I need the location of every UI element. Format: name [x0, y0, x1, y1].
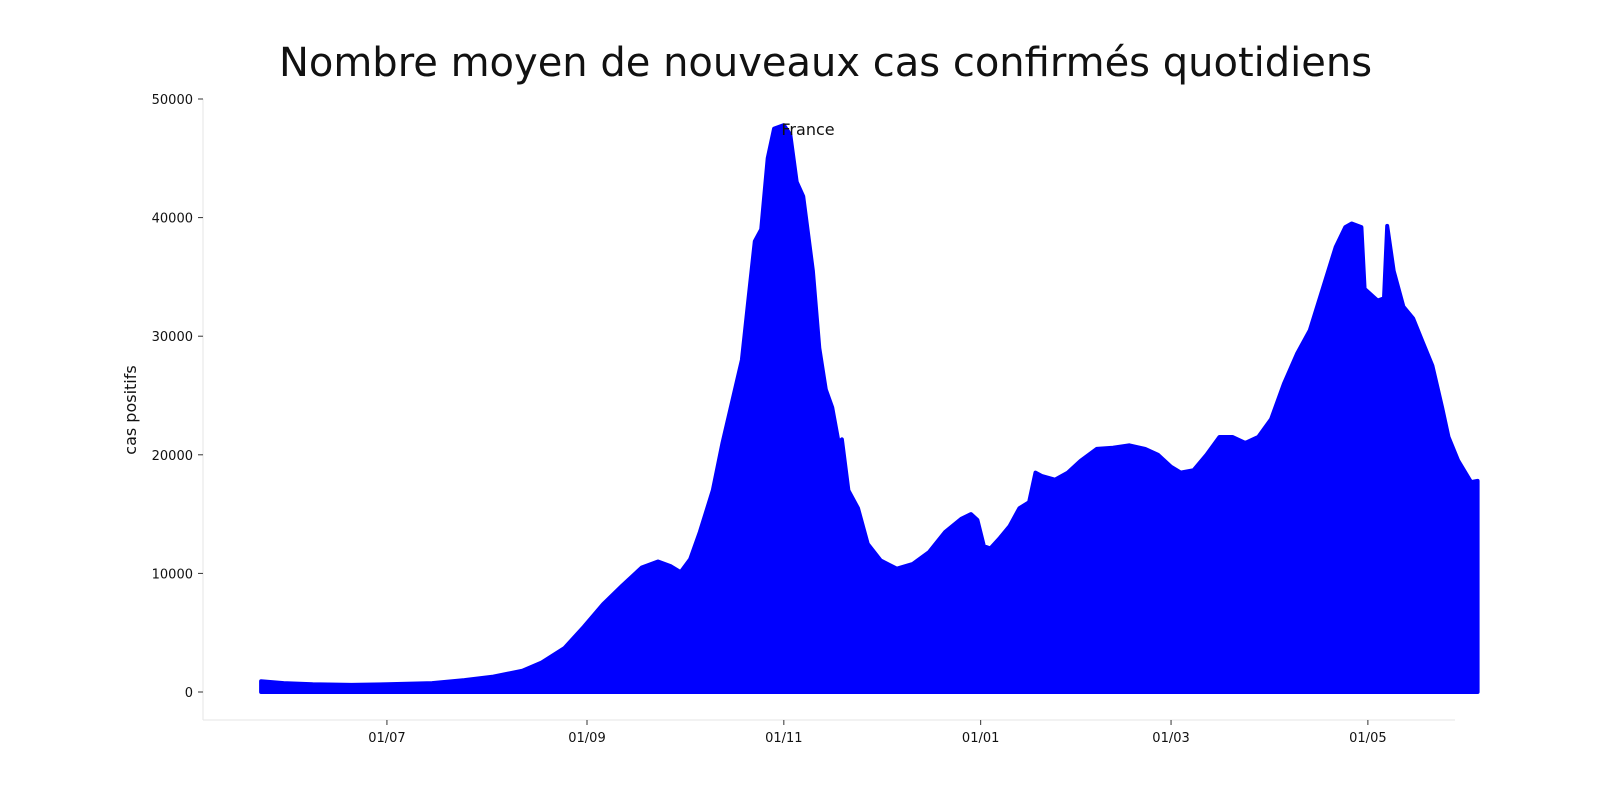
series-layer: [259, 123, 1480, 694]
y-tick-label: 50000: [152, 93, 193, 108]
x-tick-label: 01/07: [368, 731, 405, 746]
y-tick-label: 20000: [152, 449, 193, 464]
x-tick-label: 01/01: [962, 731, 999, 746]
axes-frame: [202, 99, 1455, 721]
chart-title: Nombre moyen de nouveaux cas confirmés q…: [278, 40, 1373, 86]
y-axis-label: cas positifs: [121, 365, 140, 454]
y-tick-label: 30000: [152, 330, 193, 345]
x-tick-label: 01/09: [568, 731, 605, 746]
x-tick-label: 01/05: [1349, 731, 1386, 746]
y-tick-label: 0: [185, 686, 193, 701]
y-axis: 0 10000 20000 30000 40000 50000: [152, 93, 203, 701]
x-tick-label: 01/11: [765, 731, 802, 746]
series-label: France: [781, 120, 834, 139]
area-series-0: [259, 123, 1480, 694]
x-tick-label: 01/03: [1152, 731, 1189, 746]
y-tick-label: 10000: [152, 567, 193, 582]
y-tick-label: 40000: [152, 212, 193, 227]
x-axis: 01/07 01/09 01/11 01/01 01/03 01/05: [368, 720, 1387, 746]
